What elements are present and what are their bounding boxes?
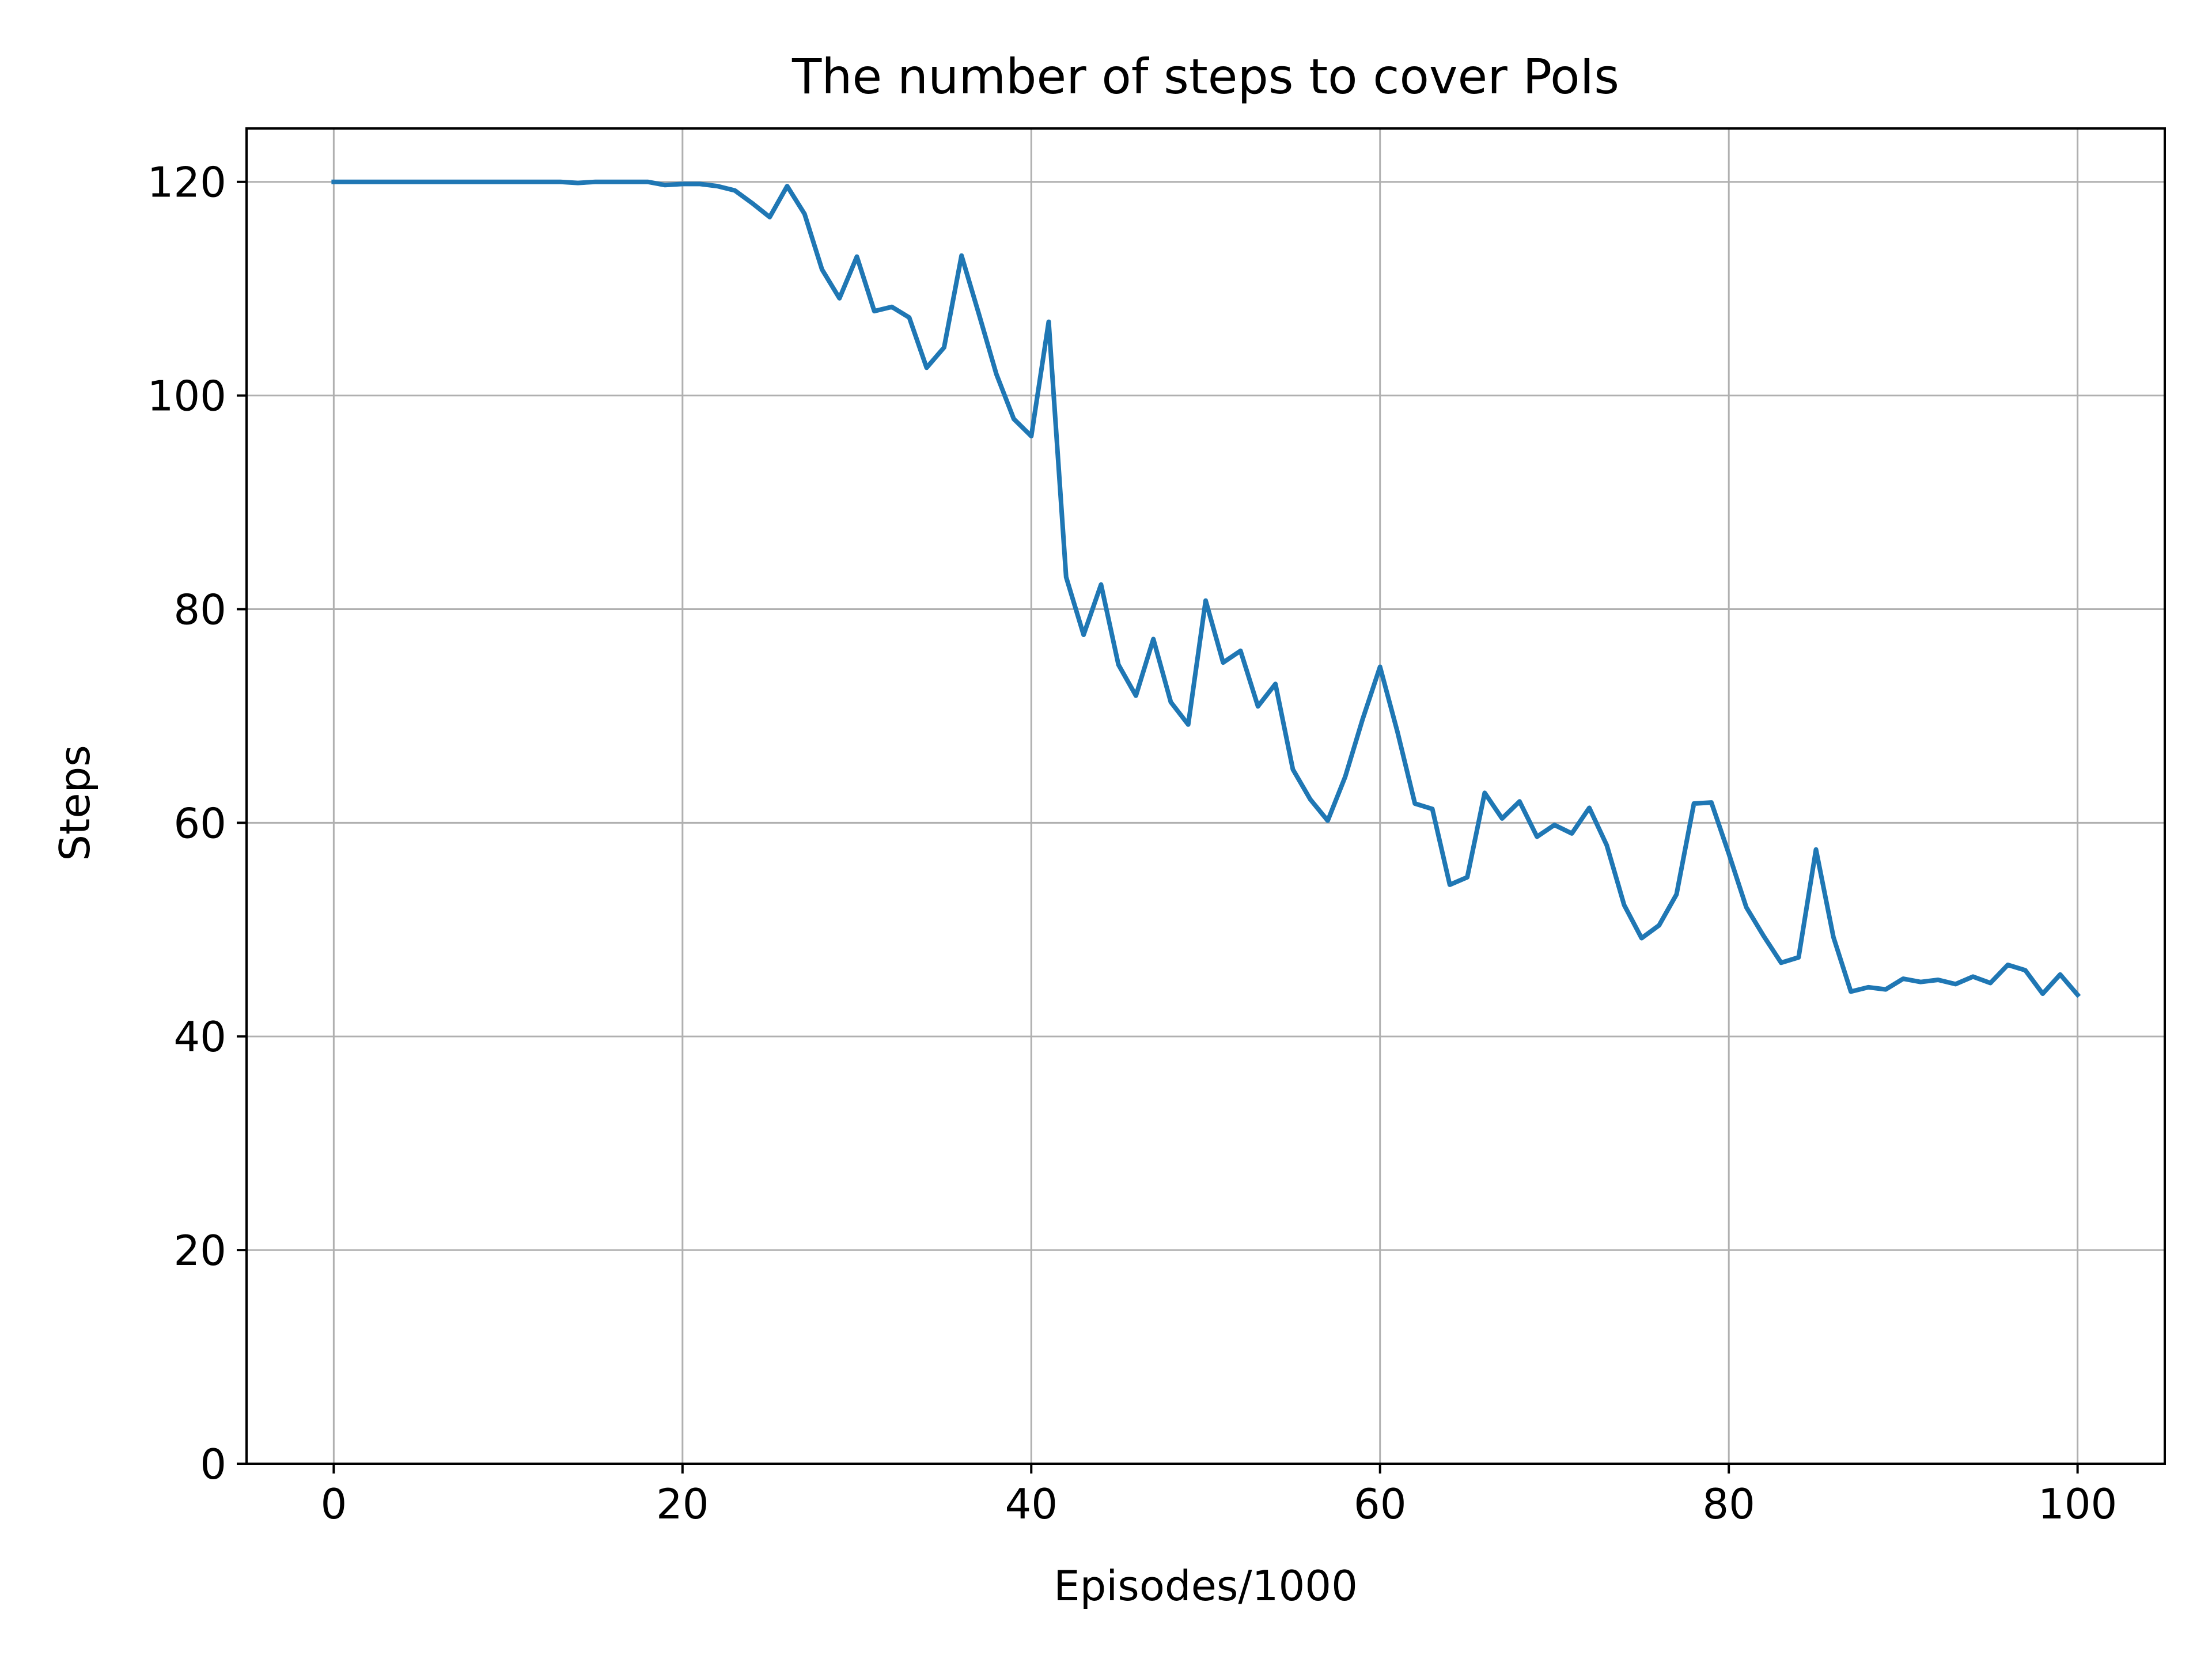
axes-frame <box>245 127 2166 1465</box>
x-tick-label: 100 <box>2038 1480 2117 1528</box>
y-tick-label: 80 <box>173 585 226 634</box>
series-line <box>331 179 2081 998</box>
x-tick-label: 80 <box>1702 1480 1755 1528</box>
grid-lines <box>247 128 2165 1465</box>
y-tick-label: 20 <box>173 1226 226 1275</box>
series-group <box>331 179 2081 998</box>
y-tick-label: 0 <box>200 1440 226 1488</box>
x-tick-label: 0 <box>320 1480 347 1528</box>
y-tick-label: 120 <box>147 158 226 207</box>
x-tick-label: 20 <box>656 1480 709 1528</box>
axis-ticks: 0 20 40 60 80 100 0 20 40 60 80 100 120 <box>147 158 2118 1528</box>
x-tick-label: 60 <box>1354 1480 1407 1528</box>
y-tick-label: 40 <box>173 1013 226 1061</box>
y-tick-label: 60 <box>173 799 226 847</box>
y-axis-label: Steps <box>51 745 99 861</box>
y-tick-label: 100 <box>147 372 226 421</box>
chart-title: The number of steps to cover PoIs <box>791 48 1619 105</box>
x-tick-label: 40 <box>1005 1480 1058 1528</box>
x-axis-label: Episodes/1000 <box>1054 1562 1358 1610</box>
